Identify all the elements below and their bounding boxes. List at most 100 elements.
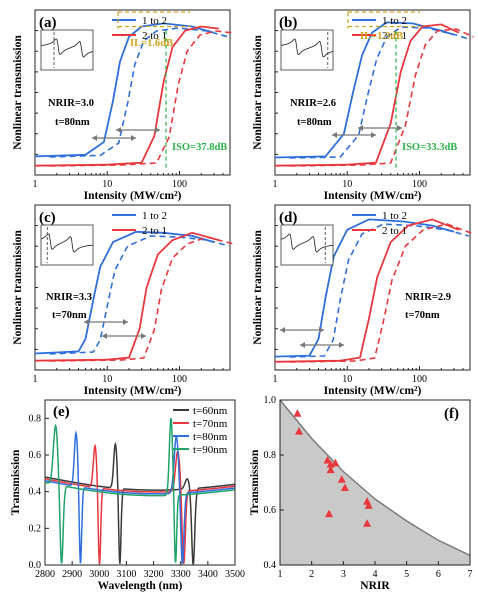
x-tick-label: 10 [102,179,112,190]
series-line-1 [274,218,460,363]
x-tick-label: 100 [412,179,427,190]
y-axis-title: Nonlinear transmission [12,230,24,345]
thickness-label: t=70nm [52,310,87,321]
spectrum-line-0 [44,441,235,565]
x-tick-label: 1 [33,374,38,385]
panel-label: (d) [279,210,297,226]
legend-label: 1 to 2 [142,15,167,27]
inset-frame [40,224,94,266]
series-line-0 [34,22,215,158]
insertion-loss-label: IL=1.6dB [130,38,173,49]
isolation-label: ISO=37.8dB [172,142,227,153]
nrir-arrowheads [300,342,344,348]
legend-label: t=90nm [193,444,228,456]
x-tick-label: 3000 [89,569,109,580]
panel-e: 2800 2900 3000 3100 3200 3300 3400 3500 0.0 0.2 0.… [10,399,245,592]
x-tick-label: 1 [278,569,283,580]
x-tick-label: 100 [412,374,427,385]
nrir-arrowheads [84,319,128,325]
nrir-label: NRIR=2.9 [405,292,451,303]
panel-label: (c) [39,210,56,226]
inset-frame [280,29,334,71]
nrir-arrowheads [92,135,136,141]
x-tick-label: 2900 [62,569,82,580]
y-axis-title: Nonlinear transmission [252,230,264,345]
y-axis-title: Nonlinear transmission [12,35,24,150]
feasible-region [280,400,470,565]
x-axis-title: Wavelength (nm) [98,580,183,592]
inset-spectrum [40,38,94,58]
legend-label: 2 to 1 [142,30,167,42]
nrir-arrowheads [332,132,376,138]
x-tick-label: 100 [172,374,187,385]
series-dashed-line-0 [289,223,469,358]
y-tick-label: 0.6 [264,505,277,516]
data-point [364,501,373,509]
isolation-label: ISO=33.3dB [402,142,457,153]
x-tick-label: 3500 [225,569,245,580]
legend-label: t=60nm [193,405,228,417]
boundary-curve [279,399,471,557]
y-tick-label: 0.8 [29,413,42,424]
panel-f: 1 2 3 4 5 6 7 0.4 0.6 0.8 1.0 NRIR Transmission (f) [249,395,473,592]
data-point [325,509,334,518]
x-axis-title: Intensity (MW/cm²) [84,385,182,397]
x-tick-label: 10 [342,179,352,190]
legend-label: 2 to 1 [142,225,167,237]
nrir-arrowheads [358,125,402,131]
x-tick-label: 2 [309,569,314,580]
spectrum-line-3 [44,417,235,564]
series-dashed-line-1 [49,30,234,167]
inset-frame [40,29,94,71]
series-dashed-line-1 [49,236,234,362]
x-tick-label: 10 [102,374,112,385]
nrir-arrowheads [280,327,324,333]
series-dashed-line-1 [289,28,474,167]
data-point [293,409,302,417]
inset-frame [280,224,334,266]
legend-label: 1 to 2 [382,15,407,27]
y-tick-label: 1.0 [264,395,277,406]
panel-label: (f) [444,406,459,422]
x-tick-label: 1 [273,374,278,385]
legend-label: 1 to 2 [142,210,167,222]
x-tick-label: 3200 [144,569,164,580]
inset-spectrum [281,38,334,58]
x-tick-label: 3300 [171,569,191,580]
x-tick-label: 10 [342,374,352,385]
data-point [340,483,349,491]
x-axis-title: Intensity (MW/cm²) [324,385,422,397]
nrir-label: NRIR=2.6 [290,98,336,109]
series-line-0 [274,21,455,159]
data-point [331,458,340,467]
series-line-0 [34,230,215,355]
nrir-label: NRIR=3.0 [48,98,94,109]
series-dashed-line-0 [49,235,229,355]
x-tick-label: 3 [341,569,346,580]
x-tick-label: 100 [172,179,187,190]
series-dashed-line-0 [289,26,469,159]
x-axis-title: Intensity (MW/cm²) [324,190,422,202]
x-tick-label: 1 [273,179,278,190]
data-point [323,456,332,464]
thickness-label: t=80nm [297,117,332,128]
y-axis-title: Transmission [249,449,261,515]
x-tick-label: 2800 [35,569,55,580]
panel-label: (a) [39,15,57,31]
data-point [363,519,372,527]
inset-spectrum [280,233,333,253]
y-tick-label: 0.4 [29,487,42,498]
panel-label: (b) [279,15,297,31]
y-axis-title: Transmission [10,449,22,515]
nrir-arrowheads [102,333,146,339]
panel-label: (e) [53,404,70,420]
legend-label: 1 to 2 [382,210,407,222]
x-tick-label: 5 [404,569,409,580]
x-tick-label: 1 [33,179,38,190]
inset-spectrum [40,233,93,253]
y-tick-label: 0.8 [264,450,277,461]
spectrum-line-2 [45,430,235,564]
